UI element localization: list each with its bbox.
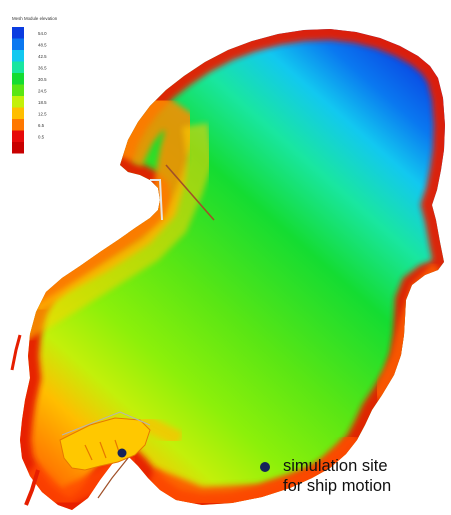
annotation-line-1: simulation site — [283, 457, 388, 475]
legend-label-7: 12.5 — [38, 112, 47, 117]
legend-label-8: 6.5 — [38, 123, 45, 128]
legend-swatch-0 — [12, 27, 24, 39]
legend-swatch-2 — [12, 50, 24, 62]
elevation-legend: Mesh Module elevation 54.0 48.5 42.5 36.5 30… — [12, 16, 58, 154]
legend-label-4: 30.5 — [38, 77, 47, 82]
legend-label-9: 0.5 — [38, 135, 45, 140]
legend-swatch-10 — [12, 142, 24, 154]
simulation-site-marker[interactable] — [117, 448, 127, 458]
legend-label-0: 54.0 — [38, 31, 47, 36]
legend-swatch-6 — [12, 96, 24, 108]
shallow-coastal-zone — [20, 29, 445, 510]
legend-swatch-1 — [12, 38, 24, 50]
legend-swatches: 54.0 48.5 42.5 36.5 30.5 24.5 18.5 12.5 6.5 0.5 — [12, 27, 47, 154]
legend-label-5: 24.5 — [38, 89, 47, 94]
legend-label-1: 48.5 — [38, 43, 47, 48]
legend-title: Mesh Module elevation — [12, 16, 58, 21]
annotation-text: simulation site for ship motion — [283, 456, 443, 496]
legend-label-3: 36.5 — [38, 66, 47, 71]
legend-label-2: 42.5 — [38, 54, 47, 59]
legend-swatch-4 — [12, 73, 24, 85]
legend-swatch-9 — [12, 130, 24, 142]
annotation-line-2: for ship motion — [283, 477, 392, 495]
legend-swatch-3 — [12, 61, 24, 73]
legend-swatch-8 — [12, 119, 24, 131]
piers — [10, 179, 163, 506]
marker-key-dot — [260, 462, 270, 472]
breakwater-line — [165, 164, 215, 221]
legend-swatch-7 — [12, 107, 24, 119]
legend-label-6: 18.5 — [38, 100, 47, 105]
channel-line — [97, 457, 129, 499]
legend-swatch-5 — [12, 84, 24, 96]
